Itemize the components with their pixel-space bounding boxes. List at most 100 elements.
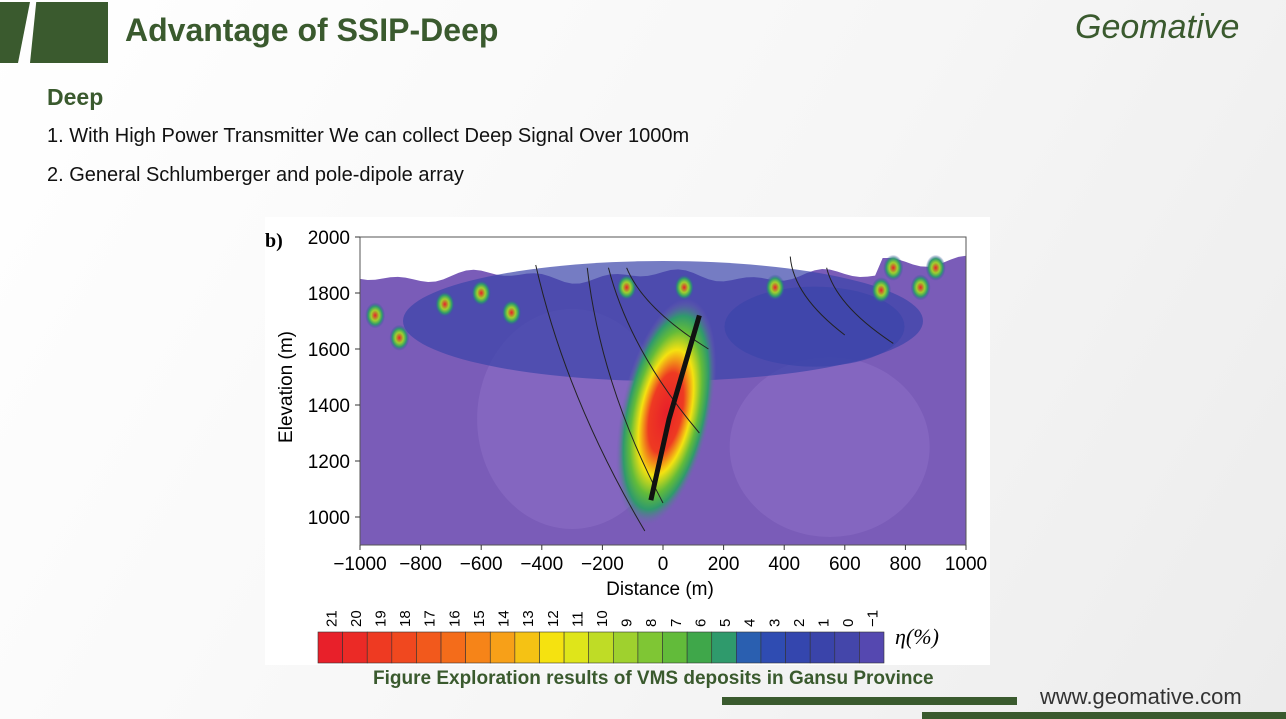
- surface-anomaly: [910, 274, 931, 301]
- logo: Geomative: [1075, 8, 1240, 46]
- colorbar-tick-label: 10: [594, 610, 611, 627]
- colorbar-tick-label: 9: [619, 619, 636, 627]
- colorbar-swatch: [711, 631, 737, 664]
- footer-divider: [922, 712, 1286, 719]
- borehole-trace: [607, 267, 700, 434]
- borehole-trace: [626, 267, 709, 350]
- page-title: Advantage of SSIP-Deep: [125, 12, 499, 48]
- shallow-zone: [724, 286, 905, 367]
- colorbar-swatch: [859, 631, 885, 664]
- colorbar-tick-label: 5: [717, 619, 734, 627]
- x-tick-label: 0: [658, 554, 669, 575]
- x-tick-label: −1000: [333, 554, 386, 575]
- colorbar-swatch: [563, 631, 589, 664]
- borehole-trace: [789, 256, 846, 336]
- x-tick-label: −800: [399, 554, 442, 575]
- figure: −1000 −800 −600 −400 −200 0 200 400 600 800 1000 10…: [265, 217, 990, 665]
- colorbar-swatch: [834, 631, 860, 664]
- surface-anomaly: [501, 299, 522, 326]
- colorbar-swatch: [416, 631, 442, 664]
- colorbar-swatch: [809, 631, 836, 664]
- colorbar-swatch: [613, 631, 639, 664]
- list-item: 1. With High Power Transmitter We can co…: [47, 125, 690, 147]
- section-subtitle: Deep: [47, 84, 104, 110]
- colorbar-tick-label: −1: [865, 610, 882, 627]
- colorbar-tick-label: 17: [422, 610, 439, 627]
- colorbar-swatch: [662, 631, 688, 664]
- colorbar-tick-label: 2: [791, 619, 808, 627]
- header-accent-bar: [0, 2, 30, 63]
- colorbar-tick-label: 13: [520, 610, 537, 627]
- x-tick-label: −200: [581, 554, 624, 575]
- colorbar-tick-label: 8: [643, 619, 660, 627]
- surface-anomaly: [765, 274, 786, 301]
- y-tick-label: 1000: [308, 508, 350, 529]
- colorbar-tick-label: 0: [840, 619, 857, 627]
- footer-divider: [722, 697, 1017, 705]
- colorbar-swatch: [342, 631, 368, 664]
- borehole-trace: [535, 264, 646, 532]
- colorbar-label: η(%): [895, 624, 939, 649]
- x-tick-label: 1000: [945, 554, 987, 575]
- colorbar-swatch: [736, 631, 762, 664]
- borehole-trace: [586, 267, 664, 504]
- colorbar-tick-label: 14: [496, 610, 513, 627]
- low-zone: [729, 357, 930, 537]
- y-axis-label: Elevation (m): [276, 331, 297, 443]
- surface-anomaly: [471, 280, 492, 306]
- anomaly: [615, 298, 717, 527]
- surface-anomaly: [365, 302, 386, 329]
- colorbar-tick-label: 12: [545, 610, 562, 627]
- colorbar-swatch: [391, 631, 417, 664]
- list-item: 2. General Schlumberger and pole-dipole …: [47, 164, 464, 186]
- colorbar-swatch: [686, 631, 713, 664]
- x-axis-label: Distance (m): [606, 579, 714, 600]
- colorbar-swatch: [760, 631, 786, 664]
- y-tick-label: 1200: [308, 452, 350, 473]
- colorbar-tick-label: 6: [692, 619, 709, 627]
- colorbar-swatch: [317, 631, 343, 664]
- surface-anomaly: [925, 254, 946, 281]
- colorbar-tick-label: 15: [471, 610, 488, 627]
- x-tick-label: −600: [460, 554, 503, 575]
- colorbar-tick-label: 20: [348, 610, 365, 627]
- heatmap-chart: −1000 −800 −600 −400 −200 0 200 400 600 800 100010…: [265, 228, 987, 664]
- colorbar-swatch: [440, 631, 466, 664]
- surface-anomaly: [389, 324, 410, 351]
- surface-anomaly: [616, 274, 637, 301]
- colorbar-swatch: [489, 631, 516, 664]
- surface-anomaly: [871, 277, 892, 304]
- panel-label: b): [265, 230, 283, 252]
- colorbar-swatch: [785, 631, 811, 664]
- surface-anomaly: [674, 274, 695, 301]
- colorbar-tick-label: 18: [397, 610, 414, 627]
- orebody-trace: [648, 314, 702, 501]
- x-tick-label: 800: [890, 554, 922, 575]
- colorbar-tick-label: 4: [742, 619, 759, 627]
- colorbar-swatch: [465, 631, 491, 664]
- y-tick-label: 1600: [308, 340, 350, 361]
- borehole-trace: [826, 267, 894, 344]
- y-tick-label: 1400: [308, 396, 350, 417]
- colorbar-tick-label: 3: [766, 619, 783, 627]
- colorbar-tick-label: 1: [815, 619, 832, 627]
- y-tick-label: 2000: [308, 228, 350, 249]
- x-tick-label: 400: [768, 554, 800, 575]
- figure-caption: Figure Exploration results of VMS deposi…: [373, 668, 934, 689]
- colorbar-swatch: [514, 631, 540, 664]
- colorbar-tick-label: 19: [373, 610, 390, 627]
- x-tick-label: −400: [520, 554, 563, 575]
- colorbar-swatch: [366, 631, 393, 664]
- header-accent-block: [30, 2, 108, 63]
- x-tick-label: 200: [708, 554, 740, 575]
- colorbar-tick-label: 11: [569, 611, 586, 627]
- colorbar-swatch: [637, 631, 663, 664]
- surface-anomaly: [883, 254, 904, 281]
- x-tick-label: 600: [829, 554, 861, 575]
- y-tick-label: 1800: [308, 284, 350, 305]
- colorbar-tick-label: 7: [668, 619, 685, 627]
- colorbar-tick-label: 16: [446, 610, 463, 627]
- colorbar-tick-label: 21: [323, 610, 340, 627]
- surface-anomaly: [434, 291, 455, 318]
- colorbar-swatch: [588, 631, 614, 664]
